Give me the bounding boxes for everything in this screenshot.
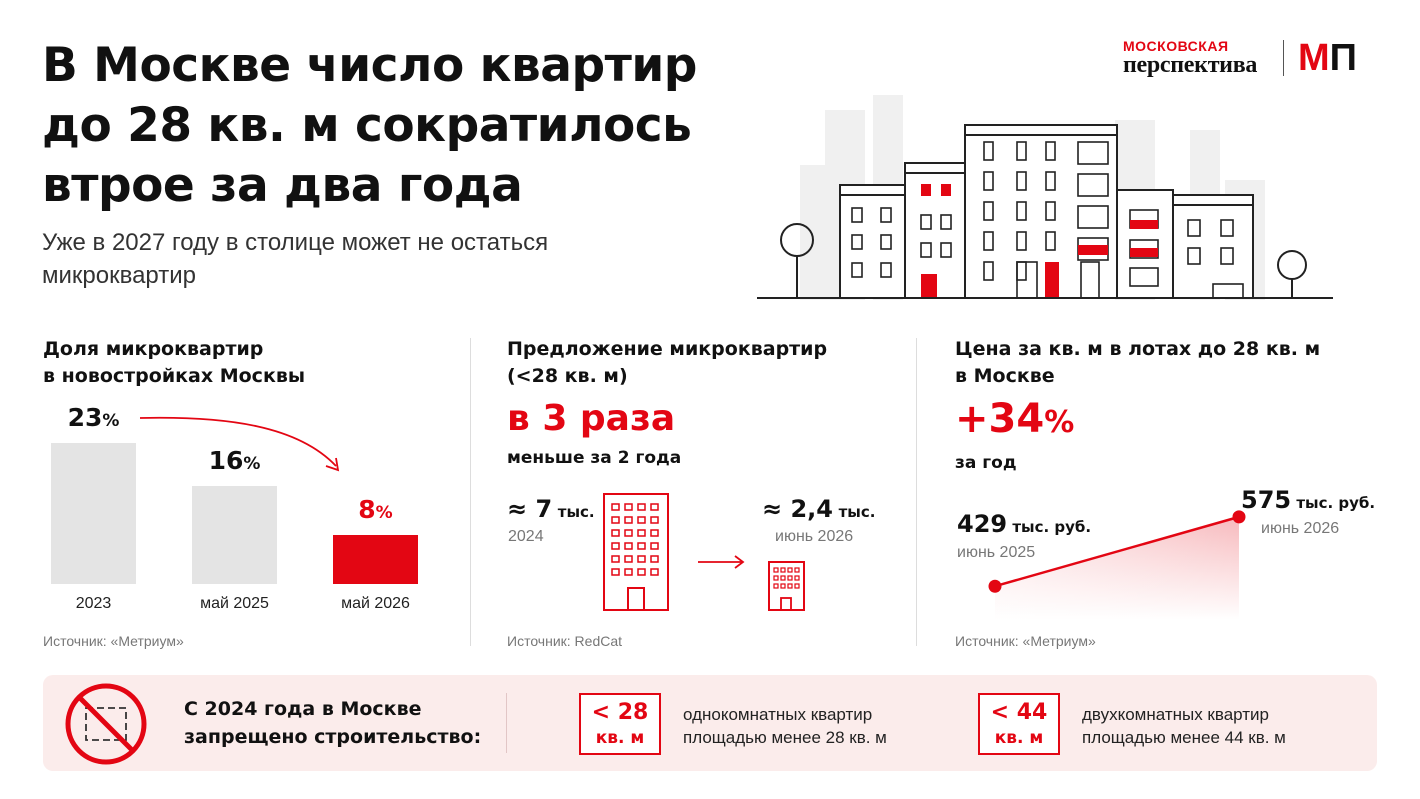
ban-text-line1: С 2024 года в Москве [184,698,422,720]
price-point-value-0: 429 [957,510,1008,538]
ban-box-28-value: < 28 [591,700,649,725]
page-title: В Москве число квартир до 28 кв. м сокра… [42,38,697,213]
logo-line2: перспектива [1123,52,1258,78]
bar-1 [192,485,277,584]
supply-headline: в 3 раза [507,398,676,439]
divider-2 [916,338,917,646]
price-source: Источник: «Метриум» [955,633,1096,649]
bar-category-label-1: май 2025 [200,595,269,612]
supply-to-unit: тыс. [838,503,876,521]
share-source: Источник: «Метриум» [43,633,184,649]
price-point-label-1: 575 тыс. руб. [1241,486,1375,514]
decline-arrow [139,416,340,472]
supply-panel-title: Предложение микроквартир (<28 кв. м) [507,336,827,390]
logo-mark-m: М [1298,37,1330,79]
supply-panel-title-line2: (<28 кв. м) [507,365,628,387]
logo: МОСКОВСКАЯ перспектива МП [1120,36,1380,80]
price-point-0 [988,579,1002,593]
ban-desc-1-line1: однокомнатных квартир [683,705,873,724]
bar-0 [51,443,136,584]
bar-value-unit-0: % [102,411,120,431]
ban-banner: С 2024 года в Москве запрещено строитель… [43,675,1377,771]
share-panel-title-line1: Доля микроквартир [43,338,264,360]
page-subtitle: Уже в 2027 году в столице может не остат… [42,229,549,289]
bar-value-label-0: 23% [31,403,156,432]
ban-desc-1: однокомнатных квартир площадью менее 28 … [683,703,887,749]
divider-1 [470,338,471,646]
price-panel-title-line1: Цена за кв. м в лотах до 28 кв. м [955,338,1321,360]
supply-from-label: 2024 [508,528,544,545]
price-panel-title: Цена за кв. м в лотах до 28 кв. м в Моск… [955,336,1320,390]
ban-box-44-unit: кв. м [994,728,1044,748]
ban-box-28-unit: кв. м [595,728,645,748]
share-panel-title-line2: в новостройках Москвы [43,365,306,387]
supply-from-value: ≈ 7 тыс. [507,495,595,523]
big-building-icon [603,493,669,611]
arrow-right-icon [698,555,745,569]
ban-desc-2-line1: двухкомнатных квартир [1082,705,1269,724]
bar-2 [333,534,418,584]
supply-panel-title-line1: Предложение микроквартир [507,338,828,360]
ban-desc-1-line2: площадью менее 28 кв. м [683,728,887,747]
supply-to-value: ≈ 2,4 тыс. [762,495,875,523]
price-headline: +34% [955,396,1074,442]
bar-value-number-1: 16 [208,445,244,475]
supply-headline-sub: меньше за 2 года [507,448,682,468]
bar-value-unit-1: % [243,453,261,474]
price-point-date-1: июнь 2026 [1261,520,1340,537]
price-point-label-0: 429 тыс. руб. [957,510,1091,538]
supply-from-number: ≈ 7 [507,495,553,523]
price-line-series [994,515,1240,588]
city-buildings-illustration [757,95,1333,300]
no-construction-icon [65,683,147,765]
ban-box-28: < 28 кв. м [579,693,661,755]
supply-source: Источник: RedCat [507,633,623,649]
ban-text-line2: запрещено строительство: [184,726,482,748]
supply-from-unit: тыс. [557,503,595,521]
price-point-value-1: 575 [1241,486,1292,514]
share-panel-title: Доля микроквартир в новостройках Москвы [43,336,305,390]
price-headline-number: +34 [955,396,1045,442]
price-point-1 [1232,510,1246,524]
price-panel-title-line2: в Москве [955,365,1055,387]
ban-desc-2-line2: площадью менее 44 кв. м [1082,728,1286,747]
bar-value-unit-2: % [375,502,393,523]
supply-to-number: ≈ 2,4 [762,495,833,523]
bar-category-label-0: 2023 [75,595,112,612]
price-point-unit-1: тыс. руб. [1291,494,1376,512]
ban-box-44-value: < 44 [990,700,1048,725]
bar-value-number-2: 8 [358,494,376,524]
price-point-date-0: июнь 2025 [957,544,1036,561]
ban-separator [506,693,507,753]
bar-value-label-2: 8% [313,495,438,524]
logo-mark: МП [1298,36,1357,80]
price-line-svg [988,510,1246,620]
bar-value-number-0: 23 [67,403,103,432]
price-point-unit-0: тыс. руб. [1007,518,1092,536]
ban-box-44: < 44 кв. м [978,693,1060,755]
bar-value-label-1: 16% [172,446,297,475]
logo-mark-p: П [1329,37,1357,79]
logo-separator [1283,40,1284,76]
price-headline-sub: за год [955,453,1017,473]
ban-text: С 2024 года в Москве запрещено строитель… [184,695,481,751]
supply-to-label: июнь 2026 [775,528,854,545]
bar-category-label-2: май 2026 [341,595,410,612]
price-headline-pct: % [1044,405,1075,440]
logo-line1: МОСКОВСКАЯ [1123,38,1229,54]
ban-desc-2: двухкомнатных квартир площадью менее 44 … [1082,703,1286,749]
small-building-icon [768,561,805,611]
